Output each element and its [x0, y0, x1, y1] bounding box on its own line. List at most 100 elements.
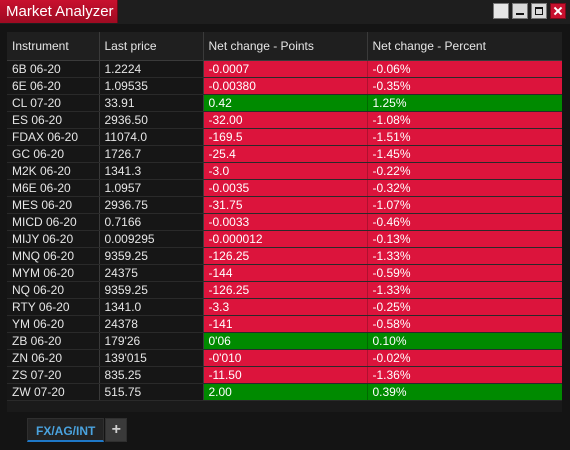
- last-price-cell: 1726.7: [99, 145, 204, 163]
- net-change-percent-cell: -0.59%: [367, 264, 562, 282]
- instrument-cell: MICD 06-20: [7, 213, 100, 231]
- market-analyzer-grid: Instrument Last price Net change - Point…: [7, 32, 562, 412]
- net-change-percent-cell: -1.07%: [367, 196, 562, 214]
- net-change-points-cell: -3.0: [203, 162, 368, 180]
- last-price-cell: 1.0957: [99, 179, 204, 197]
- net-change-points-cell: -0.0007: [203, 60, 368, 78]
- net-change-points-cell: -169.5: [203, 128, 368, 146]
- last-price-cell: 1341.3: [99, 162, 204, 180]
- net-change-percent-cell: -0.22%: [367, 162, 562, 180]
- table-row[interactable]: M6E 06-20 1.0957 -0.0035 -0.32%: [7, 179, 562, 197]
- table-row[interactable]: ZS 07-20 835.25 -11.50 -1.36%: [7, 366, 562, 384]
- instrument-cell: GC 06-20: [7, 145, 100, 163]
- instrument-cell: MYM 06-20: [7, 264, 100, 282]
- last-price-cell: 179'26: [99, 332, 204, 350]
- table-row[interactable]: ZB 06-20 179'26 0'06 0.10%: [7, 332, 562, 350]
- net-change-percent-cell: -0.13%: [367, 230, 562, 248]
- table-row[interactable]: ZN 06-20 139'015 -0'010 -0.02%: [7, 349, 562, 367]
- table-row[interactable]: MES 06-20 2936.75 -31.75 -1.07%: [7, 196, 562, 214]
- instrument-cell: FDAX 06-20: [7, 128, 100, 146]
- instrument-table: Instrument Last price Net change - Point…: [7, 32, 562, 401]
- instrument-cell: 6B 06-20: [7, 60, 100, 78]
- last-price-cell: 9359.25: [99, 247, 204, 265]
- net-change-percent-cell: -0.32%: [367, 179, 562, 197]
- last-price-cell: 0.7166: [99, 213, 204, 231]
- instrument-cell: ZB 06-20: [7, 332, 100, 350]
- net-change-points-cell: -126.25: [203, 247, 368, 265]
- table-row[interactable]: ES 06-20 2936.50 -32.00 -1.08%: [7, 111, 562, 129]
- instrument-cell: M6E 06-20: [7, 179, 100, 197]
- instrument-cell: YM 06-20: [7, 315, 100, 333]
- table-row[interactable]: FDAX 06-20 11074.0 -169.5 -1.51%: [7, 128, 562, 146]
- tab-fx-ag-int[interactable]: FX/AG/INT: [27, 418, 105, 442]
- column-header-net-change-percent[interactable]: Net change - Percent: [367, 32, 562, 61]
- instrument-cell: 6E 06-20: [7, 77, 100, 95]
- instrument-cell: MES 06-20: [7, 196, 100, 214]
- net-change-points-cell: -0.0033: [203, 213, 368, 231]
- last-price-cell: 2936.50: [99, 111, 204, 129]
- minimize-icon[interactable]: [512, 3, 528, 19]
- net-change-points-cell: 0.42: [203, 94, 368, 112]
- table-row[interactable]: GC 06-20 1726.7 -25.4 -1.45%: [7, 145, 562, 163]
- instrument-cell: M2K 06-20: [7, 162, 100, 180]
- table-row[interactable]: YM 06-20 24378 -141 -0.58%: [7, 315, 562, 333]
- table-row[interactable]: NQ 06-20 9359.25 -126.25 -1.33%: [7, 281, 562, 299]
- table-row[interactable]: CL 07-20 33.91 0.42 1.25%: [7, 94, 562, 112]
- net-change-points-cell: -141: [203, 315, 368, 333]
- last-price-cell: 2936.75: [99, 196, 204, 214]
- close-icon[interactable]: [550, 3, 566, 19]
- add-tab-button[interactable]: +: [105, 418, 128, 442]
- column-header-net-change-points[interactable]: Net change - Points: [203, 32, 368, 61]
- net-change-percent-cell: 0.39%: [367, 383, 562, 401]
- maximize-icon[interactable]: [531, 3, 547, 19]
- instrument-cell: ES 06-20: [7, 111, 100, 129]
- net-change-percent-cell: -1.08%: [367, 111, 562, 129]
- instrument-cell: RTY 06-20: [7, 298, 100, 316]
- net-change-percent-cell: -1.45%: [367, 145, 562, 163]
- instrument-cell: CL 07-20: [7, 94, 100, 112]
- table-row[interactable]: 6B 06-20 1.2224 -0.0007 -0.06%: [7, 60, 562, 78]
- last-price-cell: 24375: [99, 264, 204, 282]
- instrument-cell: ZW 07-20: [7, 383, 100, 401]
- table-row[interactable]: MYM 06-20 24375 -144 -0.59%: [7, 264, 562, 282]
- table-row[interactable]: MNQ 06-20 9359.25 -126.25 -1.33%: [7, 247, 562, 265]
- last-price-cell: 515.75: [99, 383, 204, 401]
- last-price-cell: 1341.0: [99, 298, 204, 316]
- last-price-cell: 33.91: [99, 94, 204, 112]
- instrument-cell: NQ 06-20: [7, 281, 100, 299]
- last-price-cell: 1.09535: [99, 77, 204, 95]
- last-price-cell: 139'015: [99, 349, 204, 367]
- net-change-points-cell: -31.75: [203, 196, 368, 214]
- table-row[interactable]: MICD 06-20 0.7166 -0.0033 -0.46%: [7, 213, 562, 231]
- net-change-percent-cell: 0.10%: [367, 332, 562, 350]
- net-change-percent-cell: -1.33%: [367, 247, 562, 265]
- net-change-points-cell: -126.25: [203, 281, 368, 299]
- net-change-percent-cell: -0.02%: [367, 349, 562, 367]
- table-row[interactable]: MIJY 06-20 0.009295 -0.000012 -0.13%: [7, 230, 562, 248]
- workspace-tabs: FX/AG/INT +: [27, 418, 128, 442]
- column-header-instrument[interactable]: Instrument: [7, 32, 100, 61]
- net-change-points-cell: -144: [203, 264, 368, 282]
- net-change-percent-cell: -0.46%: [367, 213, 562, 231]
- net-change-percent-cell: -0.25%: [367, 298, 562, 316]
- column-header-last-price[interactable]: Last price: [99, 32, 204, 61]
- net-change-points-cell: -0'010: [203, 349, 368, 367]
- net-change-points-cell: -0.0035: [203, 179, 368, 197]
- restore-icon[interactable]: [493, 3, 509, 19]
- table-row[interactable]: 6E 06-20 1.09535 -0.00380 -0.35%: [7, 77, 562, 95]
- instrument-cell: MIJY 06-20: [7, 230, 100, 248]
- net-change-points-cell: -3.3: [203, 298, 368, 316]
- table-row[interactable]: RTY 06-20 1341.0 -3.3 -0.25%: [7, 298, 562, 316]
- instrument-cell: ZS 07-20: [7, 366, 100, 384]
- instrument-cell: ZN 06-20: [7, 349, 100, 367]
- net-change-points-cell: 2.00: [203, 383, 368, 401]
- net-change-percent-cell: -0.06%: [367, 60, 562, 78]
- last-price-cell: 9359.25: [99, 281, 204, 299]
- header-row: Instrument Last price Net change - Point…: [7, 32, 562, 61]
- title-bar: Market Analyzer: [0, 0, 570, 24]
- net-change-points-cell: -11.50: [203, 366, 368, 384]
- last-price-cell: 24378: [99, 315, 204, 333]
- table-row[interactable]: M2K 06-20 1341.3 -3.0 -0.22%: [7, 162, 562, 180]
- window-controls: [493, 3, 566, 19]
- table-row[interactable]: ZW 07-20 515.75 2.00 0.39%: [7, 383, 562, 401]
